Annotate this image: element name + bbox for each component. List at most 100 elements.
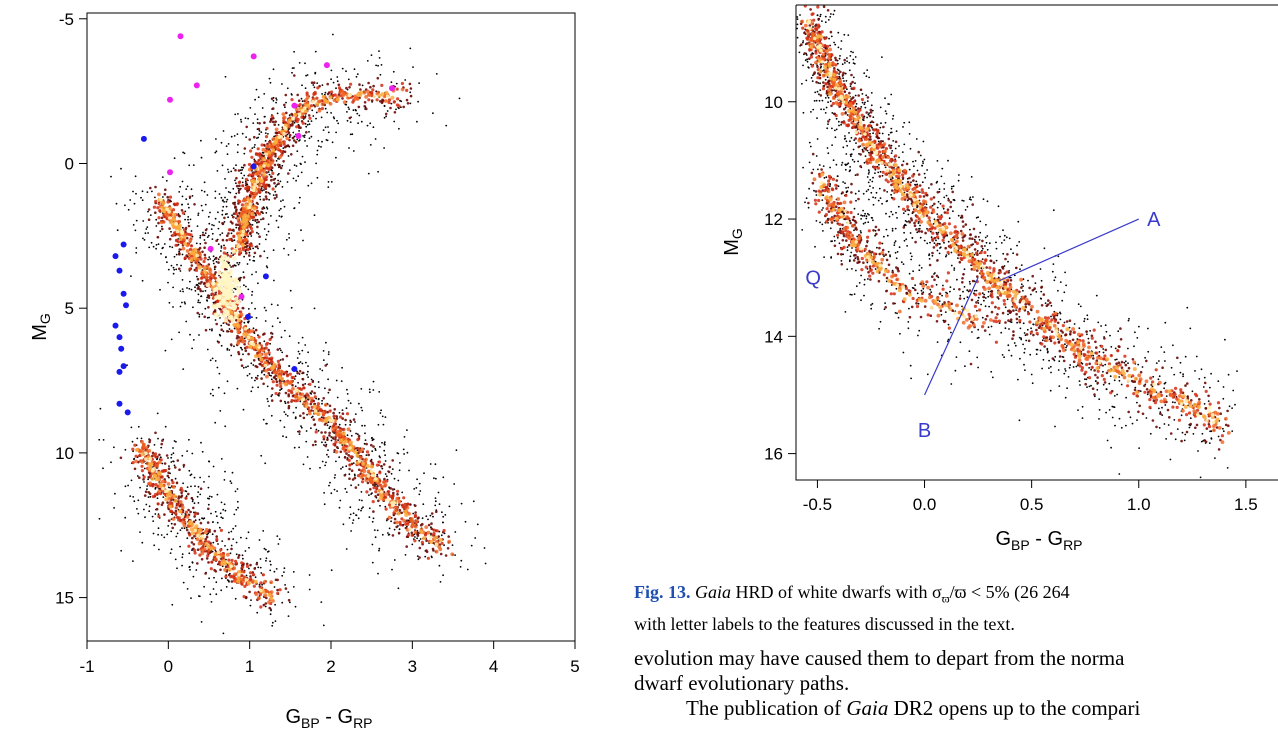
density-dot bbox=[242, 276, 246, 279]
density-dot bbox=[247, 308, 250, 310]
density-dot bbox=[335, 156, 337, 159]
density-dot bbox=[300, 171, 303, 174]
density-dot bbox=[322, 350, 325, 352]
density-dot bbox=[194, 519, 197, 522]
density-dot bbox=[206, 194, 209, 196]
density-dot bbox=[340, 380, 343, 382]
density-dot bbox=[267, 191, 270, 194]
density-dot bbox=[227, 579, 230, 582]
density-dot bbox=[181, 288, 184, 290]
density-dot bbox=[188, 566, 191, 569]
density-dot bbox=[474, 537, 477, 539]
density-dot bbox=[418, 82, 420, 84]
density-dot bbox=[434, 504, 437, 507]
density-dot bbox=[811, 80, 814, 82]
density-dot bbox=[310, 182, 313, 185]
density-dot bbox=[346, 393, 349, 395]
density-dot bbox=[208, 328, 211, 331]
density-dot bbox=[425, 515, 428, 518]
density-dot bbox=[335, 87, 337, 90]
density-dot bbox=[296, 93, 300, 97]
density-dot bbox=[943, 241, 945, 244]
density-dot bbox=[250, 362, 253, 365]
density-dot bbox=[263, 306, 266, 309]
density-dot bbox=[247, 288, 250, 291]
density-dot bbox=[179, 545, 182, 548]
density-dot bbox=[293, 164, 296, 167]
density-dot bbox=[336, 490, 338, 492]
density-dot bbox=[1217, 380, 1220, 383]
density-dot bbox=[1078, 327, 1081, 330]
density-dot bbox=[302, 135, 304, 137]
density-dot bbox=[338, 423, 341, 426]
density-dot bbox=[277, 226, 280, 229]
density-dot bbox=[379, 412, 382, 414]
density-dot bbox=[447, 535, 451, 538]
density-dot bbox=[203, 190, 206, 193]
density-dot bbox=[189, 568, 191, 571]
density-dot bbox=[147, 496, 150, 498]
density-dot bbox=[350, 462, 354, 466]
density-dot bbox=[979, 231, 982, 234]
density-dot bbox=[393, 517, 397, 521]
density-dot bbox=[169, 245, 171, 248]
density-dot bbox=[370, 493, 372, 495]
density-dot bbox=[210, 601, 213, 603]
density-dot bbox=[214, 360, 217, 362]
density-dot bbox=[243, 152, 246, 155]
density-dot bbox=[368, 388, 371, 391]
density-dot bbox=[181, 301, 183, 304]
density-dot bbox=[267, 133, 269, 135]
density-dot bbox=[381, 415, 384, 418]
density-dot bbox=[202, 290, 204, 293]
density-dot bbox=[179, 290, 182, 292]
density-dot bbox=[349, 513, 352, 516]
density-dot bbox=[279, 399, 283, 403]
density-dot bbox=[238, 261, 241, 264]
density-dot bbox=[269, 569, 272, 572]
density-dot bbox=[218, 193, 221, 195]
density-dot bbox=[265, 559, 267, 562]
density-dot bbox=[277, 124, 280, 126]
density-dot bbox=[180, 264, 183, 267]
density-dot bbox=[230, 544, 233, 547]
density-dot bbox=[429, 463, 432, 465]
density-dot bbox=[162, 496, 165, 498]
density-dot bbox=[209, 258, 212, 260]
density-dot bbox=[290, 306, 293, 309]
density-dot bbox=[349, 506, 352, 509]
density-dot bbox=[144, 516, 146, 519]
density-dot bbox=[120, 167, 122, 170]
density-dot bbox=[349, 420, 353, 424]
density-dot bbox=[294, 375, 297, 378]
density-dot bbox=[406, 429, 408, 431]
density-dot bbox=[198, 288, 202, 291]
density-dot bbox=[230, 266, 233, 268]
density-dot bbox=[1083, 320, 1086, 323]
density-dot bbox=[198, 518, 201, 521]
density-dot bbox=[315, 428, 318, 431]
density-dot bbox=[301, 377, 305, 381]
density-dot bbox=[903, 231, 905, 234]
density-dot bbox=[236, 262, 239, 264]
density-dot bbox=[263, 250, 266, 253]
density-dot bbox=[864, 106, 867, 109]
density-dot bbox=[916, 169, 919, 172]
density-dot bbox=[451, 544, 454, 546]
density-dot bbox=[455, 449, 458, 452]
density-dot bbox=[326, 438, 329, 442]
density-dot bbox=[214, 510, 217, 513]
density-dot bbox=[316, 176, 319, 179]
density-dot bbox=[325, 341, 327, 344]
density-dot bbox=[396, 493, 399, 496]
density-dot bbox=[444, 514, 447, 516]
density-dot bbox=[321, 402, 323, 405]
density-dot bbox=[831, 127, 833, 130]
density-dot bbox=[242, 557, 244, 560]
density-dot bbox=[185, 236, 189, 240]
density-dot bbox=[255, 317, 258, 319]
density-dot bbox=[243, 174, 246, 177]
density-dot bbox=[296, 138, 299, 141]
density-dot bbox=[220, 328, 223, 332]
